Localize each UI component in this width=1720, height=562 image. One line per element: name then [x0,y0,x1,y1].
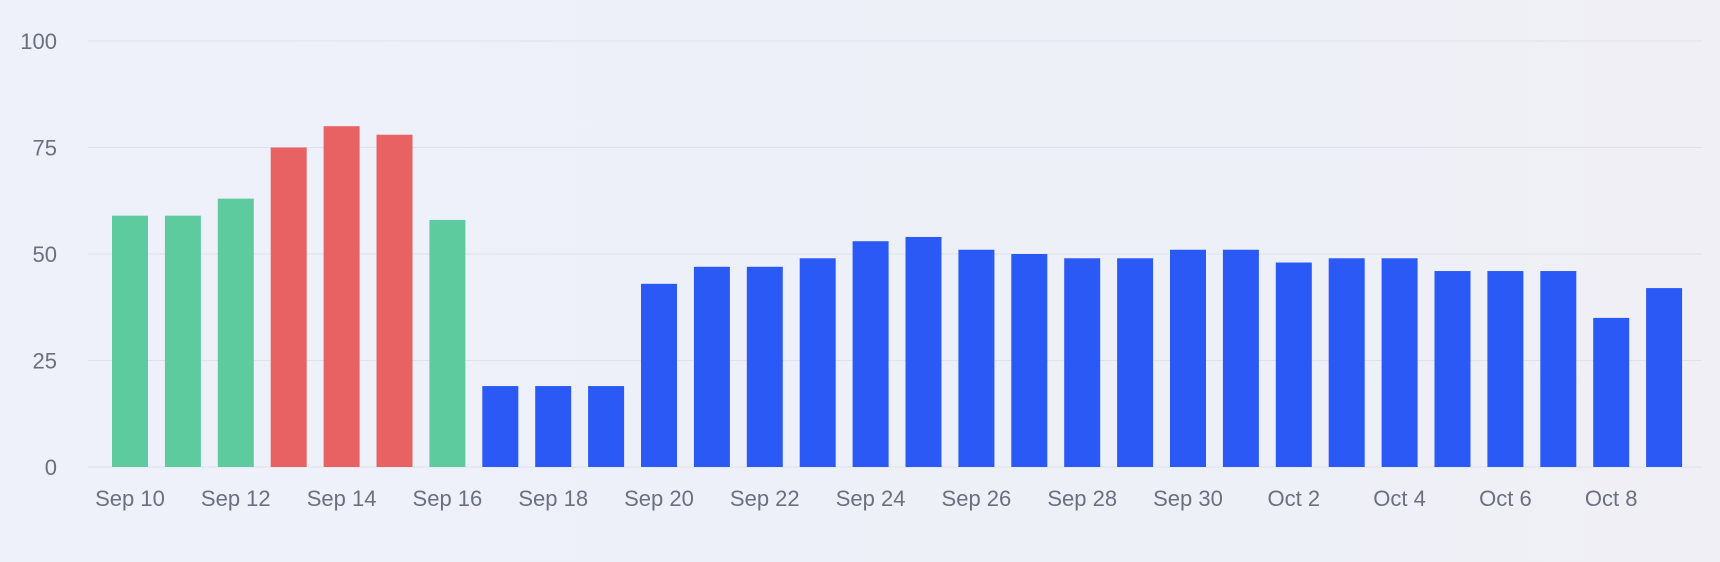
bar-oct-9[interactable] [1646,288,1683,467]
bar-oct-4[interactable] [1381,258,1418,467]
bar-oct-6[interactable] [1487,271,1524,467]
bar-oct-1[interactable] [1222,249,1259,467]
bar-oct-7[interactable] [1540,271,1577,467]
x-tick-label: Sep 12 [201,486,271,511]
bar-sep-18[interactable] [535,386,572,467]
bar-sep-26[interactable] [958,249,995,467]
y-tick-label: 50 [33,242,57,267]
bar-sep-28[interactable] [1064,258,1101,467]
x-tick-label: Sep 24 [836,486,906,511]
x-axis-labels: Sep 10 Sep 12 Sep 14 Sep 16 Sep 18 Sep 20 Sep … [95,486,1637,511]
bar-sep-22[interactable] [746,266,783,467]
x-tick-label: Sep 16 [413,486,483,511]
bar-sep-24[interactable] [852,241,889,467]
x-tick-label: Oct 8 [1585,486,1638,511]
bar-sep-12[interactable] [217,198,254,467]
y-axis-labels: 0 25 50 75 100 [20,29,57,480]
bar-sep-29[interactable] [1117,258,1154,467]
bar-sep-15[interactable] [376,134,413,467]
x-tick-label: Sep 10 [95,486,165,511]
x-tick-label: Sep 18 [518,486,588,511]
bar-sep-11[interactable] [164,215,201,467]
x-tick-label: Sep 30 [1153,486,1223,511]
x-tick-label: Sep 14 [307,486,377,511]
bar-oct-8[interactable] [1593,317,1630,467]
bar-sep-23[interactable] [799,258,836,467]
x-tick-label: Sep 26 [942,486,1012,511]
bar-sep-10[interactable] [112,215,148,467]
x-tick-label: Oct 6 [1479,486,1532,511]
bar-sep-13[interactable] [270,147,307,468]
bar-sep-17[interactable] [482,386,519,467]
bar-sep-16[interactable] [429,219,466,467]
bar-oct-3[interactable] [1328,258,1365,467]
bar-sep-21[interactable] [693,266,730,467]
y-tick-label: 0 [45,455,57,480]
x-tick-label: Sep 22 [730,486,800,511]
bar-sep-27[interactable] [1011,254,1048,467]
x-tick-label: Oct 2 [1268,486,1321,511]
x-tick-label: Sep 28 [1047,486,1117,511]
bar-sep-19[interactable] [588,386,625,467]
bar-sep-20[interactable] [641,283,677,467]
bar-sep-14[interactable] [323,126,360,467]
y-tick-label: 100 [20,29,57,54]
bar-oct-2[interactable] [1275,262,1312,467]
y-tick-label: 25 [33,349,57,374]
bar-oct-5[interactable] [1434,271,1471,467]
x-tick-label: Oct 4 [1373,486,1426,511]
bar-sep-25[interactable] [905,236,942,467]
x-tick-label: Sep 20 [624,486,694,511]
bars [112,126,1683,468]
bar-sep-30[interactable] [1170,249,1206,467]
y-tick-label: 75 [33,136,57,161]
